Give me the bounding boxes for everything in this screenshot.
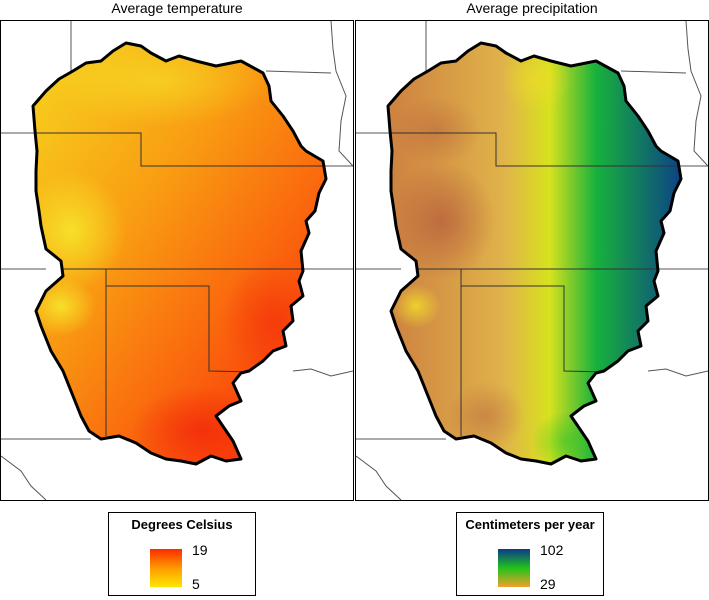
temperature-map	[1, 21, 353, 500]
region-outline	[386, 41, 683, 466]
temperature-color-ramp	[150, 549, 182, 587]
temperature-legend-min: 5	[192, 576, 200, 592]
precipitation-map-title: Average precipitation	[466, 0, 598, 16]
temperature-legend-title: Degrees Celsius	[131, 517, 233, 532]
precipitation-color-ramp	[498, 549, 530, 587]
precipitation-legend-max: 102	[540, 542, 564, 558]
precipitation-legend-title: Centimeters per year	[465, 517, 595, 532]
temperature-raster	[33, 43, 326, 464]
temperature-map-title: Average temperature	[111, 0, 243, 16]
precipitation-legend-min: 29	[540, 576, 556, 592]
precipitation-legend: Centimeters per year 102 29	[456, 512, 604, 596]
region-outline	[31, 41, 328, 466]
precipitation-raster	[388, 43, 681, 464]
temperature-map-panel	[0, 20, 354, 501]
state-boundaries	[356, 21, 708, 500]
state-boundaries	[1, 21, 353, 500]
temperature-legend: Degrees Celsius 19 5	[108, 512, 256, 596]
precipitation-map	[356, 21, 708, 500]
precipitation-map-panel	[355, 20, 709, 501]
temperature-legend-max: 19	[192, 542, 208, 558]
